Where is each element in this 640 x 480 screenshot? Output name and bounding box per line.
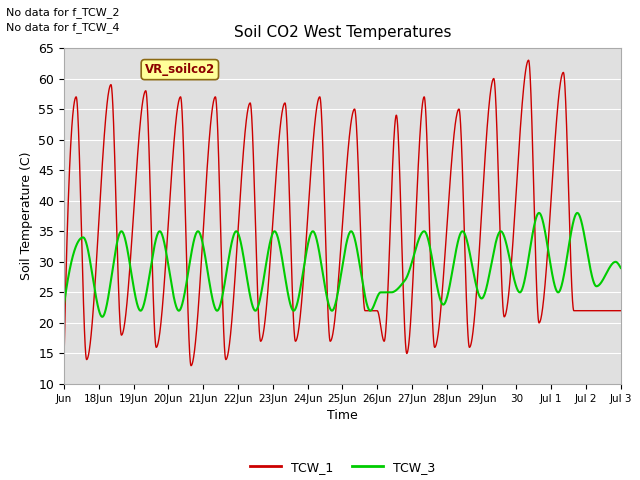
Text: No data for f_TCW_2: No data for f_TCW_2 [6, 7, 120, 18]
TCW_3 [274, 234, 282, 240]
TCW_1 [124, 294, 131, 300]
TCW_3 [60, 302, 68, 308]
Line: TCW_1: TCW_1 [64, 60, 621, 366]
TCW_3 [99, 314, 106, 320]
Line: TCW_3: TCW_3 [64, 213, 621, 317]
TCW_1 [617, 308, 625, 313]
TCW_1 [525, 57, 532, 63]
TCW_1 [60, 357, 68, 362]
TCW_3 [617, 265, 625, 271]
TCW_3 [124, 248, 132, 254]
TCW_3 [157, 229, 164, 235]
Legend: TCW_1, TCW_3: TCW_1, TCW_3 [244, 456, 440, 479]
TCW_1 [298, 297, 306, 302]
Y-axis label: Soil Temperature (C): Soil Temperature (C) [20, 152, 33, 280]
Title: Soil CO2 West Temperatures: Soil CO2 West Temperatures [234, 25, 451, 40]
TCW_3 [298, 277, 306, 283]
TCW_1 [274, 151, 282, 157]
TCW_1 [547, 209, 554, 215]
Text: VR_soilco2: VR_soilco2 [145, 63, 215, 76]
TCW_3 [573, 210, 581, 216]
TCW_3 [546, 259, 554, 264]
Text: No data for f_TCW_4: No data for f_TCW_4 [6, 22, 120, 33]
TCW_1 [157, 324, 164, 329]
TCW_3 [606, 264, 614, 269]
TCW_1 [187, 363, 195, 369]
TCW_1 [606, 308, 614, 313]
X-axis label: Time: Time [327, 409, 358, 422]
